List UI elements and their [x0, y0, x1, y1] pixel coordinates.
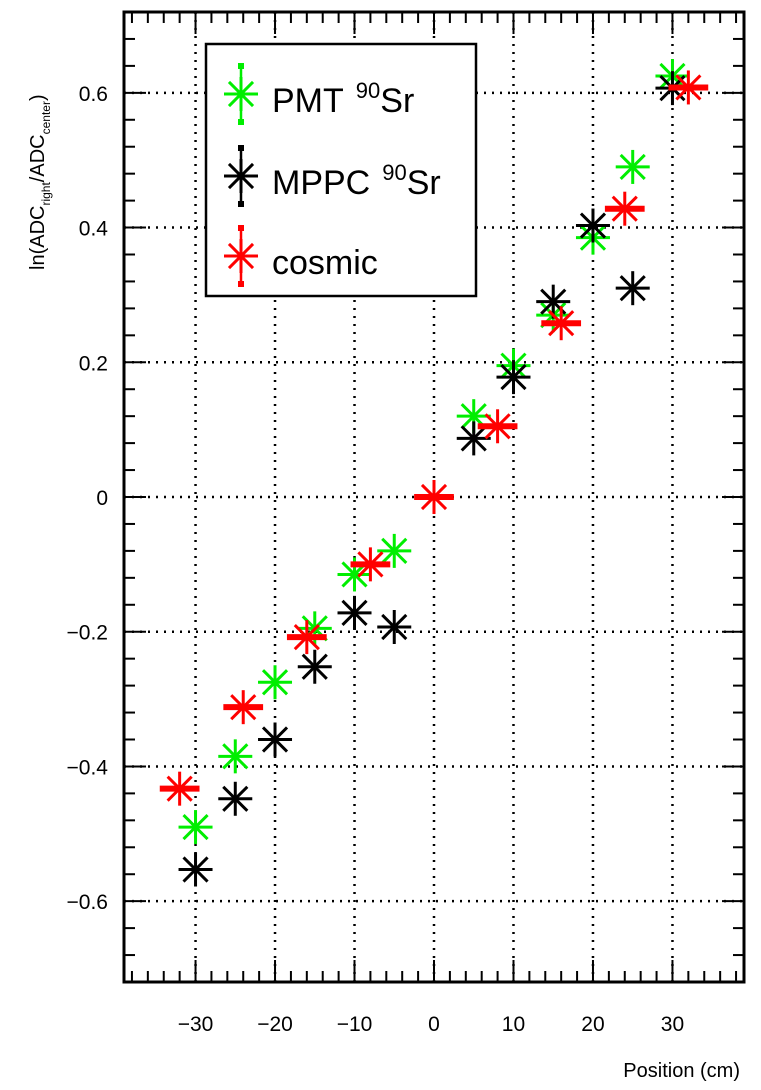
data-points [159, 58, 709, 887]
data-point-cosmic [159, 771, 200, 806]
data-point-mppc [258, 722, 293, 757]
data-point-mppc [615, 271, 650, 306]
y-tick-label: 0 [96, 487, 108, 510]
legend-label-pmt: PMT 90Sr [272, 78, 414, 120]
x-tick-label: 20 [581, 1013, 604, 1036]
data-point-cosmic [477, 409, 518, 444]
legend-marker-pmt [224, 63, 258, 125]
data-point-cosmic [350, 547, 391, 582]
legend-label-mppc: MPPC 90Sr [272, 160, 441, 202]
x-tick-label: 30 [661, 1013, 684, 1036]
data-point-cosmic [286, 620, 327, 655]
data-point-pmt [615, 149, 650, 184]
y-tick-label: 0.2 [79, 352, 108, 375]
data-point-mppc [337, 595, 372, 630]
x-tick-label: 0 [428, 1013, 440, 1036]
x-tick-label: 10 [502, 1013, 525, 1036]
legend: PMT 90Sr MPPC 90Sr cosmic [204, 42, 478, 298]
y-tick-label: 0.6 [79, 83, 108, 106]
data-point-pmt [178, 810, 213, 845]
y-tick-label: 0.4 [79, 218, 109, 241]
y-tick-label: −0.2 [67, 622, 108, 645]
y-axis-label: ln(ADCright/ADCcenter) [27, 94, 53, 270]
legend-marker-cosmic [224, 225, 258, 287]
data-point-pmt [377, 533, 412, 568]
data-point-mppc [377, 610, 412, 645]
x-tick-label: −10 [337, 1013, 373, 1036]
data-point-cosmic [604, 191, 645, 226]
data-point-mppc [178, 852, 213, 887]
x-tick-label: −20 [257, 1013, 293, 1036]
data-point-pmt [258, 665, 293, 700]
axis-ticks [124, 12, 744, 982]
data-point-cosmic [541, 306, 582, 341]
data-point-cosmic [668, 70, 709, 105]
data-point-mppc [297, 649, 332, 684]
data-point-mppc [218, 781, 253, 816]
legend-marker-mppc [224, 145, 258, 207]
data-point-pmt [218, 739, 253, 774]
data-point-mppc [496, 360, 531, 395]
y-tick-label: −0.6 [67, 891, 108, 914]
legend-label-cosmic: cosmic [272, 244, 378, 282]
data-point-mppc [536, 284, 571, 319]
plot-frame [122, 10, 746, 984]
y-tick-label: −0.4 [67, 756, 109, 779]
data-point-cosmic [414, 480, 454, 514]
data-point-mppc [456, 421, 491, 456]
data-point-mppc [575, 208, 610, 243]
data-point-cosmic [223, 690, 264, 725]
x-axis-label: Position (cm) [623, 1060, 740, 1082]
x-tick-label: −30 [178, 1013, 214, 1036]
tick-labels: −30 −20 −10 0 10 20 30 −0.6 −0.4 −0.2 0 0.2 0.4 0.6 [67, 83, 685, 1036]
legend-markers [224, 63, 258, 287]
